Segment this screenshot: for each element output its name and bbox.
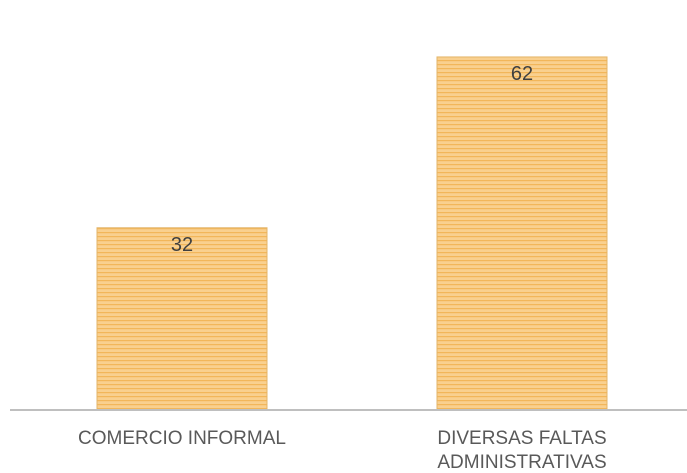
bar-2 — [436, 56, 608, 411]
bars — [96, 56, 608, 411]
bar-1 — [96, 227, 268, 411]
category-labels: COMERCIO INFORMAL DIVERSAS FALTAS ADMINIST… — [78, 428, 607, 473]
value-label-1: 32 — [171, 234, 193, 256]
value-label-2: 62 — [511, 63, 533, 85]
category-label-1: COMERCIO INFORMAL — [78, 428, 286, 449]
category-label-2-line-2: ADMINISTRATIVAS — [437, 452, 606, 473]
value-labels: 32 62 — [171, 63, 533, 256]
category-label-2-line-1: DIVERSAS FALTAS — [437, 428, 606, 449]
